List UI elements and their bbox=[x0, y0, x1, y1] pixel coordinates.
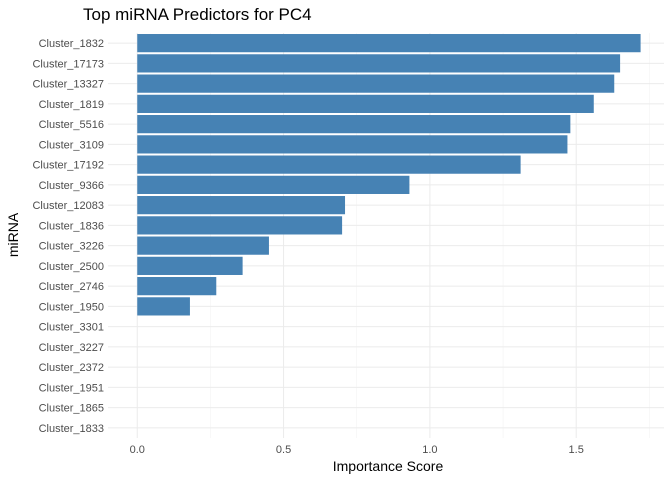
bar-cluster-3109 bbox=[137, 135, 568, 154]
y-tick-label: Cluster_1836 bbox=[39, 220, 104, 232]
bar-cluster-13327 bbox=[137, 74, 615, 93]
chart-title: Top miRNA Predictors for PC4 bbox=[83, 5, 312, 24]
x-tick-label: 0.0 bbox=[130, 444, 145, 456]
y-tick-label: Cluster_12083 bbox=[32, 200, 104, 212]
bar-cluster-3226 bbox=[137, 236, 269, 255]
bar-cluster-1832 bbox=[137, 34, 641, 53]
x-tick-labels: 0.0 0.5 1.0 1.5 bbox=[130, 444, 584, 456]
x-tick-label: 1.5 bbox=[569, 444, 584, 456]
y-tick-label: Cluster_9366 bbox=[39, 180, 104, 192]
y-tick-label: Cluster_17192 bbox=[32, 160, 104, 172]
y-tick-label: Cluster_2746 bbox=[39, 281, 104, 293]
y-tick-label: Cluster_3226 bbox=[39, 241, 104, 253]
bar-cluster-17173 bbox=[137, 54, 621, 73]
y-tick-label: Cluster_3109 bbox=[39, 139, 104, 151]
y-axis-title: miRNA bbox=[5, 212, 21, 257]
y-tick-label: Cluster_1865 bbox=[39, 403, 104, 415]
bar-cluster-1819 bbox=[137, 94, 594, 113]
y-tick-label: Cluster_1951 bbox=[39, 382, 104, 394]
y-tick-label: Cluster_1833 bbox=[39, 423, 104, 435]
bar-cluster-1950 bbox=[137, 297, 190, 316]
grid bbox=[108, 33, 664, 438]
bars bbox=[137, 34, 641, 316]
bar-cluster-2500 bbox=[137, 256, 243, 275]
bar-cluster-12083 bbox=[137, 196, 346, 215]
y-tick-label: Cluster_2500 bbox=[39, 261, 104, 273]
y-tick-label: Cluster_1819 bbox=[39, 99, 104, 111]
bar-cluster-5516 bbox=[137, 115, 571, 134]
y-tick-label: Cluster_2372 bbox=[39, 362, 104, 374]
y-tick-label: Cluster_5516 bbox=[39, 119, 104, 131]
bar-cluster-1836 bbox=[137, 216, 343, 235]
y-tick-label: Cluster_17173 bbox=[32, 58, 104, 70]
x-tick-label: 0.5 bbox=[276, 444, 291, 456]
bar-cluster-17192 bbox=[137, 155, 521, 174]
x-axis-title: Importance Score bbox=[333, 458, 444, 474]
y-tick-label: Cluster_13327 bbox=[32, 79, 104, 91]
y-tick-label: Cluster_1832 bbox=[39, 38, 104, 50]
y-tick-labels: Cluster_1832 Cluster_17173 Cluster_13327 Cl… bbox=[32, 38, 104, 435]
bar-cluster-9366 bbox=[137, 175, 410, 194]
y-tick-label: Cluster_3301 bbox=[39, 322, 104, 334]
x-tick-label: 1.0 bbox=[422, 444, 437, 456]
y-tick-label: Cluster_3227 bbox=[39, 342, 104, 354]
y-tick-label: Cluster_1950 bbox=[39, 301, 104, 313]
bar-cluster-2746 bbox=[137, 277, 217, 296]
